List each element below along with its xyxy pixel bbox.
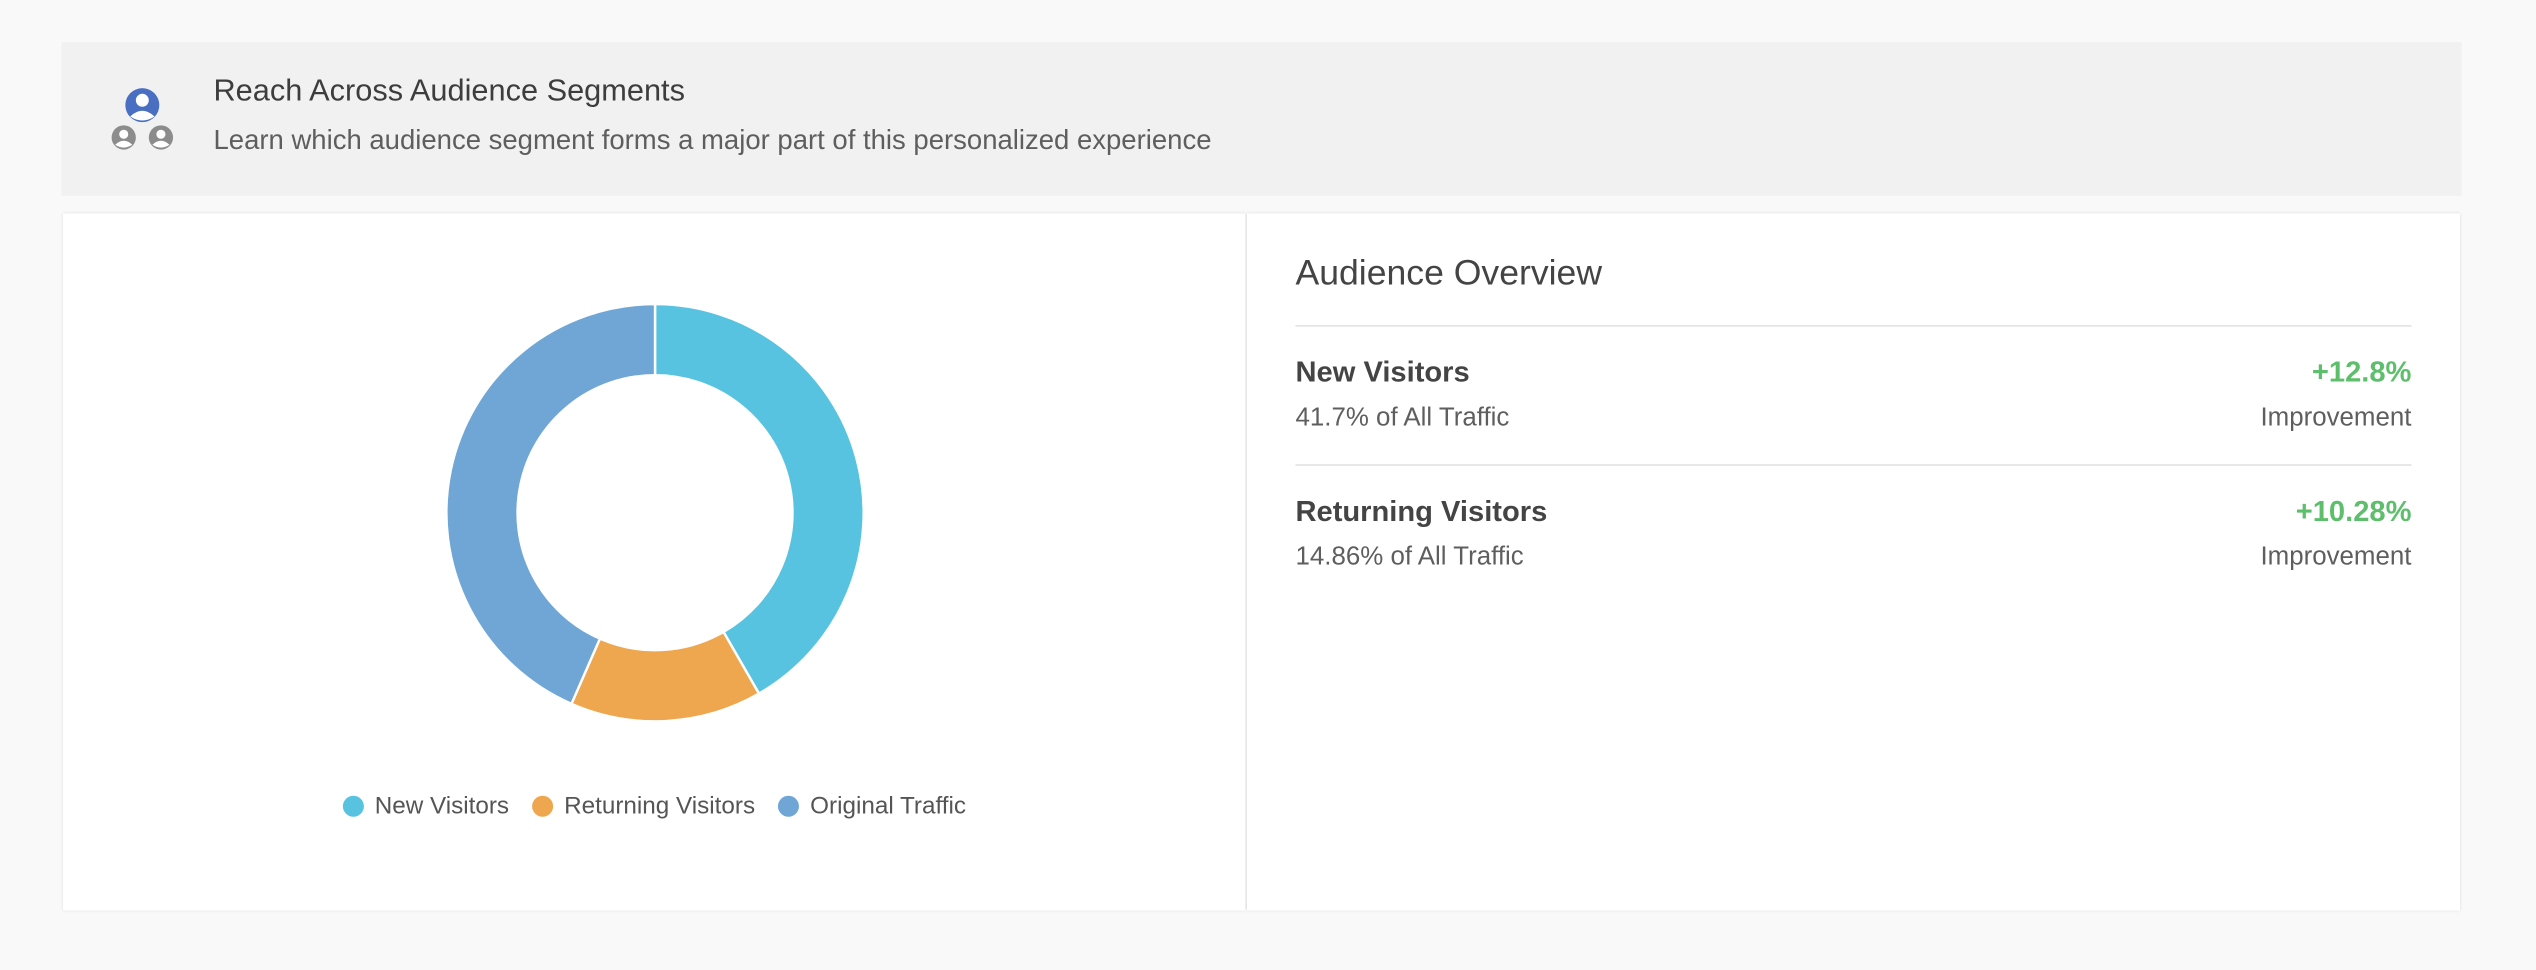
donut-slice-new-visitors[interactable] <box>653 302 865 696</box>
donut-slice-returning-visitors[interactable] <box>569 630 761 723</box>
overview-divider <box>1295 325 2412 327</box>
legend-dot-returning-visitors <box>531 795 553 817</box>
donut-slice-original-traffic[interactable] <box>445 302 657 706</box>
chart-legend: New Visitors Returning Visitors Original… <box>63 793 1245 820</box>
legend-item-returning-visitors[interactable]: Returning Visitors <box>531 792 756 820</box>
segment-share: 41.7% of All Traffic <box>1295 404 1510 432</box>
segment-change-label: Improvement <box>2260 404 2412 432</box>
legend-label-new-visitors: New Visitors <box>374 792 510 820</box>
section-header <box>61 42 2462 196</box>
segment-name: Returning Visitors <box>1295 494 1548 528</box>
segment-row-returning-visitors: Returning Visitors 14.86% of All Traffic… <box>1295 495 2411 592</box>
legend-item-original-traffic[interactable]: Original Traffic <box>777 792 967 820</box>
segment-divider <box>1295 464 2412 466</box>
overview-title: Audience Overview <box>1295 252 1603 293</box>
segment-change-label: Improvement <box>2260 543 2412 571</box>
segment-change: +10.28% <box>2295 494 2412 528</box>
chart-card: New Visitors Returning Visitors Original… <box>63 213 1246 911</box>
donut-chart <box>445 302 865 723</box>
legend-dot-original-traffic <box>777 795 799 817</box>
legend-item-new-visitors[interactable]: New Visitors <box>342 793 509 820</box>
legend-dot-new-visitors <box>342 795 364 817</box>
section-title: Reach Across Audience Segments <box>213 74 685 109</box>
audience-segments-icon <box>111 88 174 150</box>
audience-overview-card: Audience Overview New Visitors 41.7% of … <box>1246 213 2460 911</box>
segment-share: 14.86% of All Traffic <box>1295 543 1524 571</box>
segment-change: +12.8% <box>2311 355 2412 389</box>
segment-name: New Visitors <box>1295 355 1470 389</box>
segment-row-new-visitors: New Visitors 41.7% of All Traffic +12.8%… <box>1295 356 2411 453</box>
section-subtitle: Learn which audience segment forms a maj… <box>213 124 1212 156</box>
legend-label-original-traffic: Original Traffic <box>810 792 967 820</box>
legend-label-returning-visitors: Returning Visitors <box>564 792 756 820</box>
